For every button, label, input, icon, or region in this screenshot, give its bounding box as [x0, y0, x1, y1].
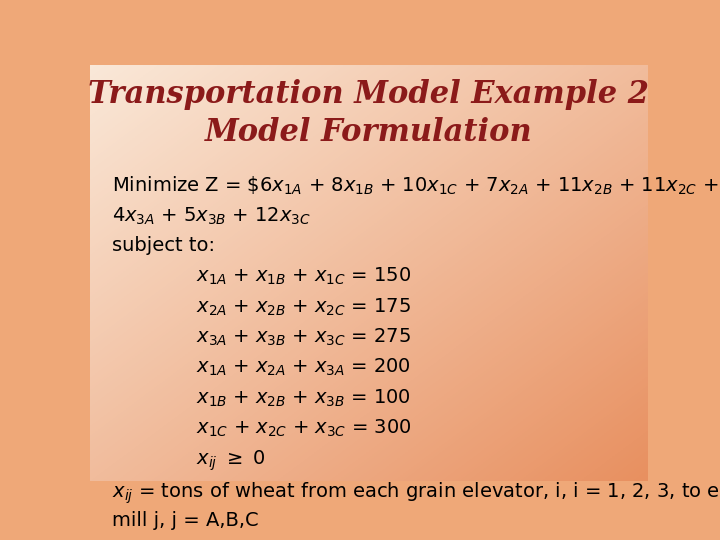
Text: $x_{ij}$ $\geq$ 0: $x_{ij}$ $\geq$ 0 [196, 448, 266, 472]
Text: $x_{3A}$ + $x_{3B}$ + $x_{3C}$ = 275: $x_{3A}$ + $x_{3B}$ + $x_{3C}$ = 275 [196, 327, 411, 348]
Text: subject to:: subject to: [112, 235, 215, 255]
Text: $x_{2A}$ + $x_{2B}$ + $x_{2C}$ = 175: $x_{2A}$ + $x_{2B}$ + $x_{2C}$ = 175 [196, 296, 411, 318]
Text: $x_{1C}$ + $x_{2C}$ + $x_{3C}$ = 300: $x_{1C}$ + $x_{2C}$ + $x_{3C}$ = 300 [196, 418, 411, 439]
Text: mill j, j = A,B,C: mill j, j = A,B,C [112, 511, 259, 530]
Text: Minimize Z = $\$6x_{1A}$ + $8x_{1B}$ + $10x_{1C}$ + $7x_{2A}$ + $11x_{2B}$ + $11: Minimize Z = $\$6x_{1A}$ + $8x_{1B}$ + $… [112, 175, 719, 197]
Text: $x_{ij}$ = tons of wheat from each grain elevator, i, i = 1, 2, 3, to each: $x_{ij}$ = tons of wheat from each grain… [112, 481, 720, 506]
Text: Model Formulation: Model Formulation [205, 117, 533, 148]
Text: $x_{1B}$ + $x_{2B}$ + $x_{3B}$ = 100: $x_{1B}$ + $x_{2B}$ + $x_{3B}$ = 100 [196, 388, 411, 409]
Text: $4x_{3A}$ + $5x_{3B}$ + $12x_{3C}$: $4x_{3A}$ + $5x_{3B}$ + $12x_{3C}$ [112, 205, 311, 227]
Text: $x_{1A}$ + $x_{2A}$ + $x_{3A}$ = 200: $x_{1A}$ + $x_{2A}$ + $x_{3A}$ = 200 [196, 357, 411, 379]
Text: Transportation Model Example 2: Transportation Model Example 2 [89, 79, 649, 110]
Text: $x_{1A}$ + $x_{1B}$ + $x_{1C}$ = 150: $x_{1A}$ + $x_{1B}$ + $x_{1C}$ = 150 [196, 266, 411, 287]
